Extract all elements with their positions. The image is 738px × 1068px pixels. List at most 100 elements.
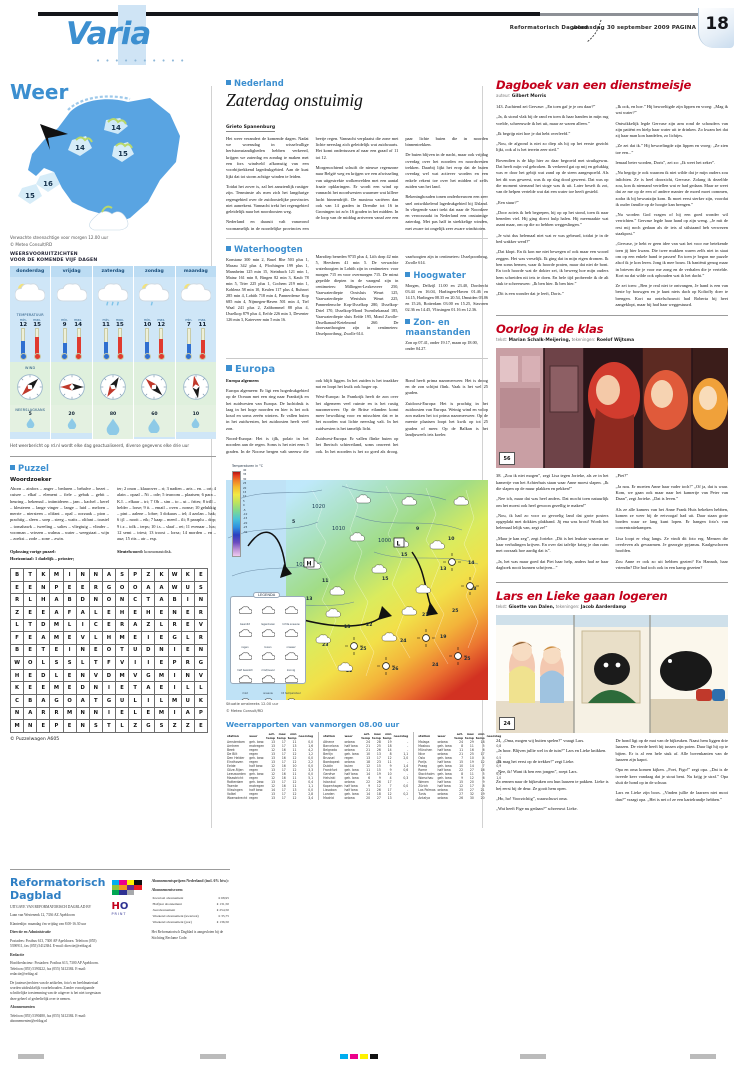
word-grid-cell[interactable]: R bbox=[115, 618, 130, 633]
word-grid-cell[interactable]: A bbox=[75, 694, 90, 708]
word-grid-cell[interactable]: W bbox=[167, 568, 182, 582]
word-grid-cell[interactable]: L bbox=[115, 719, 130, 733]
word-grid-cell[interactable]: E bbox=[9, 580, 25, 595]
word-grid-cell[interactable]: B bbox=[9, 643, 25, 658]
word-grid-cell[interactable]: I bbox=[101, 681, 117, 696]
word-grid-cell[interactable]: E bbox=[62, 668, 77, 683]
word-grid-cell[interactable]: L bbox=[128, 706, 143, 721]
word-grid-cell[interactable]: V bbox=[115, 656, 130, 670]
word-grid-cell[interactable]: T bbox=[23, 568, 38, 582]
word-grid-cell[interactable]: N bbox=[167, 605, 182, 620]
word-grid-cell[interactable]: M bbox=[49, 618, 64, 633]
word-grid-cell[interactable]: L bbox=[180, 681, 195, 696]
word-grid-cell[interactable]: M bbox=[154, 668, 169, 683]
word-grid-cell[interactable]: E bbox=[62, 681, 77, 696]
word-grid-cell[interactable]: P bbox=[167, 656, 182, 670]
word-grid-cell[interactable]: E bbox=[62, 631, 77, 645]
word-grid-cell[interactable]: E bbox=[141, 706, 156, 721]
word-grid-cell[interactable]: R bbox=[167, 618, 182, 633]
word-grid-cell[interactable]: T bbox=[88, 656, 103, 670]
word-grid-cell[interactable]: N bbox=[36, 580, 51, 595]
word-grid-cell[interactable]: L bbox=[9, 618, 25, 633]
word-grid-cell[interactable]: A bbox=[141, 580, 156, 595]
word-grid-cell[interactable]: V bbox=[75, 631, 90, 645]
word-grid-cell[interactable]: I bbox=[62, 568, 77, 582]
word-grid-cell[interactable]: W bbox=[167, 580, 182, 595]
word-grid-cell[interactable]: Z bbox=[180, 719, 195, 733]
word-grid-cell[interactable]: E bbox=[88, 643, 103, 658]
word-grid-cell[interactable]: I bbox=[75, 618, 90, 633]
word-grid-cell[interactable]: O bbox=[23, 656, 38, 670]
word-grid-cell[interactable]: E bbox=[154, 605, 169, 620]
word-grid-cell[interactable]: Z bbox=[167, 719, 182, 733]
word-grid-cell[interactable]: E bbox=[62, 580, 77, 595]
word-grid-cell[interactable]: U bbox=[128, 643, 143, 658]
word-grid-cell[interactable]: F bbox=[9, 631, 25, 645]
word-grid-cell[interactable]: N bbox=[154, 643, 169, 658]
word-grid-cell[interactable]: K bbox=[9, 681, 25, 696]
word-grid-cell[interactable]: I bbox=[141, 631, 156, 645]
word-grid-cell[interactable]: E bbox=[193, 568, 209, 582]
word-grid-cell[interactable]: M bbox=[154, 706, 169, 721]
word-grid-cell[interactable]: D bbox=[36, 618, 51, 633]
word-grid-cell[interactable]: D bbox=[75, 681, 90, 696]
word-grid-cell[interactable]: E bbox=[23, 580, 38, 595]
word-grid-cell[interactable]: M bbox=[62, 706, 77, 721]
word-grid-cell[interactable]: M bbox=[49, 568, 64, 582]
word-grid-cell[interactable]: U bbox=[180, 580, 195, 595]
word-grid-cell[interactable]: E bbox=[36, 681, 51, 696]
word-grid-cell[interactable]: P bbox=[49, 580, 64, 595]
word-grid-cell[interactable]: A bbox=[23, 706, 38, 721]
word-grid-cell[interactable]: R bbox=[193, 631, 209, 645]
word-grid-cell[interactable]: E bbox=[180, 618, 195, 633]
word-grid-cell[interactable]: L bbox=[154, 694, 169, 708]
word-grid-cell[interactable]: C bbox=[88, 618, 103, 633]
word-grid-cell[interactable]: T bbox=[88, 694, 103, 708]
word-grid-cell[interactable]: N bbox=[88, 568, 103, 582]
word-grid-cell[interactable]: G bbox=[167, 631, 182, 645]
word-grid-cell[interactable]: N bbox=[75, 568, 90, 582]
word-grid-cell[interactable]: T bbox=[23, 618, 38, 633]
word-grid-cell[interactable]: B bbox=[9, 568, 25, 582]
word-grid-cell[interactable]: E bbox=[115, 706, 130, 721]
word-grid-cell[interactable]: E bbox=[154, 656, 169, 670]
word-grid-cell[interactable]: I bbox=[101, 706, 117, 721]
word-grid-cell[interactable]: C bbox=[9, 694, 25, 708]
word-grid-cell[interactable]: T bbox=[115, 643, 130, 658]
word-grid-cell[interactable]: E bbox=[75, 580, 90, 595]
word-grid-cell[interactable]: W bbox=[9, 656, 25, 670]
word-grid-cell[interactable]: E bbox=[115, 681, 130, 696]
word-grid-cell[interactable]: T bbox=[36, 643, 51, 658]
word-grid-cell[interactable]: P bbox=[128, 568, 143, 582]
word-grid-cell[interactable]: I bbox=[62, 643, 77, 658]
word-grid-cell[interactable]: I bbox=[167, 668, 182, 683]
word-grid-cell[interactable]: B bbox=[62, 593, 77, 607]
word-grid-cell[interactable]: N bbox=[75, 643, 90, 658]
word-grid-cell[interactable]: L bbox=[88, 631, 103, 645]
word-grid-cell[interactable]: S bbox=[88, 719, 103, 733]
word-grid-cell[interactable]: E bbox=[128, 605, 143, 620]
word-grid-cell[interactable]: G bbox=[101, 580, 117, 595]
word-grid-cell[interactable]: R bbox=[193, 605, 209, 620]
word-grid-cell[interactable]: H bbox=[141, 605, 156, 620]
word-grid-cell[interactable]: Z bbox=[9, 605, 25, 620]
word-grid-cell[interactable]: L bbox=[193, 681, 209, 696]
word-grid-cell[interactable]: N bbox=[180, 668, 195, 683]
word-grid-cell[interactable]: B bbox=[23, 694, 38, 708]
word-grid-cell[interactable]: Z bbox=[141, 568, 156, 582]
word-grid-cell[interactable]: M bbox=[115, 668, 130, 683]
word-grid-cell[interactable]: E bbox=[101, 605, 117, 620]
word-grid-cell[interactable]: D bbox=[75, 593, 90, 607]
word-grid-cell[interactable]: I bbox=[128, 656, 143, 670]
word-grid-cell[interactable]: F bbox=[101, 656, 117, 670]
word-grid-cell[interactable]: D bbox=[141, 643, 156, 658]
word-grid-cell[interactable]: L bbox=[154, 618, 169, 633]
word-grid-cell[interactable]: O bbox=[128, 580, 143, 595]
word-grid-cell[interactable]: L bbox=[23, 593, 38, 607]
word-grid-cell[interactable]: R bbox=[180, 656, 195, 670]
word-grid-cell[interactable]: L bbox=[180, 631, 195, 645]
word-grid-cell[interactable]: M bbox=[49, 631, 64, 645]
word-grid-cell[interactable]: A bbox=[101, 568, 117, 582]
word-grid-cell[interactable]: Z bbox=[141, 618, 156, 633]
word-grid-cell[interactable]: N bbox=[88, 706, 103, 721]
